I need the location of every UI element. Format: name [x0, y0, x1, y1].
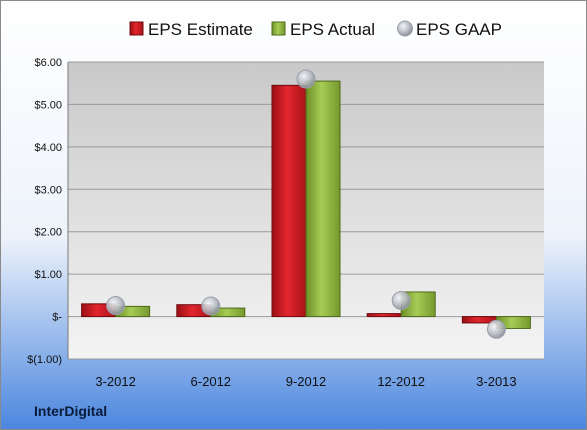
x-tick-label: 3-2013 [476, 374, 516, 389]
legend-label: EPS GAAP [416, 20, 502, 39]
company-name: InterDigital [34, 403, 107, 419]
legend-swatch [129, 21, 144, 36]
legend-label: EPS Actual [290, 20, 375, 39]
x-tick-label: 6-2012 [191, 374, 231, 389]
gaap-markers [106, 69, 506, 339]
legend-label: EPS Estimate [148, 20, 253, 39]
bar-eps-actual [305, 80, 341, 318]
legend-swatch [397, 20, 413, 37]
y-tick-label: $6.00 [34, 57, 62, 69]
y-tick-label: $1.00 [34, 269, 62, 281]
y-tick-label: $2.00 [34, 227, 62, 239]
y-tick-label: $(1.00) [27, 354, 62, 366]
x-axis-tick-labels: 3-2012 6-2012 9-2012 12-2012 3-2013 [95, 374, 516, 389]
x-tick-label: 12-2012 [377, 374, 425, 389]
y-axis-tick-labels: $6.00 $5.00 $4.00 $3.00 $2.00 $1.00 $- $(1.00) [27, 57, 62, 366]
marker-eps-gaap [486, 319, 506, 339]
x-tick-label: 3-2012 [95, 374, 135, 389]
marker-eps-gaap [106, 296, 126, 316]
y-tick-label: $4.00 [34, 142, 62, 154]
marker-eps-gaap [296, 69, 316, 89]
marker-eps-gaap [201, 296, 221, 316]
legend-swatch [271, 21, 286, 36]
bar-eps-estimate [271, 84, 307, 318]
bar-eps-estimate [366, 313, 402, 318]
legend: EPS Estimate EPS Actual EPS GAAP [129, 20, 502, 39]
marker-eps-gaap [391, 290, 411, 310]
x-tick-label: 9-2012 [286, 374, 326, 389]
y-tick-label: $3.00 [34, 184, 62, 196]
y-tick-label: $- [52, 312, 62, 324]
y-tick-label: $5.00 [34, 99, 62, 111]
